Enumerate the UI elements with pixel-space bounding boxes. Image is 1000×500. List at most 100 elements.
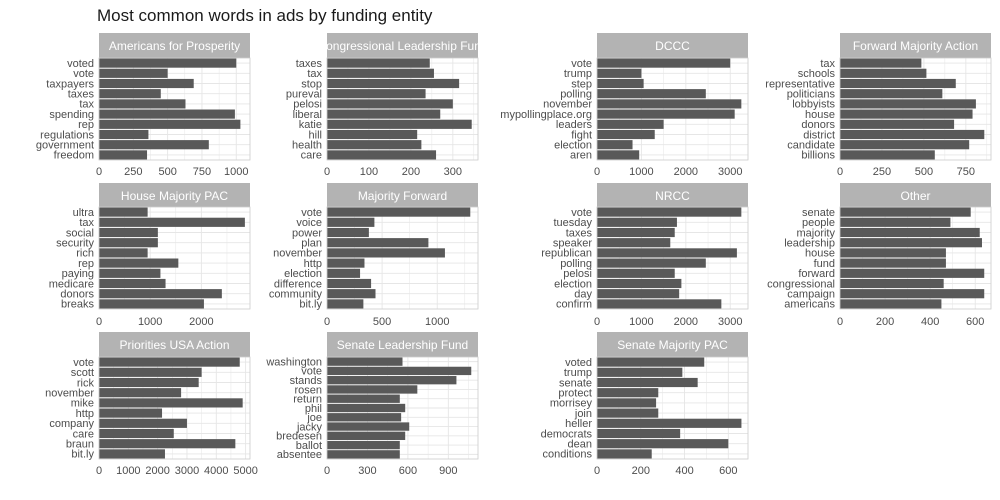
category-label: vote [571, 58, 592, 70]
category-label: lobbyists [792, 99, 835, 111]
category-label: rick [77, 377, 95, 389]
x-tick-label: 0 [324, 316, 330, 328]
x-tick-label: 0 [837, 316, 843, 328]
bar-join [597, 408, 659, 418]
x-tick-label: 1000 [116, 465, 140, 477]
facet-strip [597, 332, 748, 357]
bar-leadership [840, 238, 982, 248]
category-label: regulations [40, 129, 94, 141]
bar-regulations [99, 129, 149, 140]
bar-fight [597, 129, 655, 140]
bar-community [327, 289, 376, 299]
bar-rosen [327, 385, 418, 394]
bar-senate [840, 207, 971, 217]
bar-rep [99, 119, 241, 129]
category-label: rep [78, 258, 94, 270]
x-tick-label: 0 [324, 465, 330, 477]
bar-care [327, 150, 437, 160]
x-tick-label: 0 [594, 316, 600, 328]
category-label: taxes [566, 227, 593, 239]
category-label: paying [62, 268, 94, 280]
category-label: bredesen [276, 431, 322, 443]
facet-strip [327, 183, 478, 208]
bar-security [99, 238, 158, 248]
category-label: vote [73, 357, 94, 369]
category-label: conditions [542, 449, 592, 461]
bar-paying [99, 268, 161, 278]
bar-november [597, 99, 742, 109]
bar-taxes [597, 227, 675, 238]
x-tick-label: 600 [966, 316, 984, 328]
bar-election [597, 278, 682, 289]
bar-americans [840, 299, 942, 309]
x-tick-label: 4000 [204, 465, 228, 477]
category-label: aren [570, 150, 592, 162]
facet-panel-house-majority-pac: House Majority PAC ultrataxsocialsecurity… [49, 183, 251, 328]
category-label: november [543, 99, 592, 111]
bar-november [327, 248, 445, 258]
category-label: stands [290, 375, 323, 387]
category-label: republican [541, 248, 592, 260]
category-label: katie [299, 119, 322, 131]
bar-trump [597, 367, 683, 377]
bar-mypollingplace-org [597, 109, 735, 119]
facet-strip [327, 332, 478, 357]
x-tick-label: 0 [96, 316, 102, 328]
bar-breaks [99, 299, 204, 309]
bar-fund [840, 258, 946, 268]
panel-border [596, 206, 749, 310]
bar-tax [840, 58, 922, 68]
category-label: tuesday [553, 217, 592, 229]
category-label: absentee [277, 449, 322, 461]
category-label: fund [814, 258, 835, 270]
bar-pureval [327, 89, 426, 99]
bar-rich [99, 248, 148, 258]
category-label: scott [71, 367, 94, 379]
bar-taxes [99, 89, 161, 99]
category-label: candidate [787, 140, 835, 152]
category-label: care [73, 428, 94, 440]
bar-tax [327, 68, 434, 78]
chart-title: Most common words in ads by funding enti… [97, 6, 433, 25]
category-label: campaign [787, 289, 835, 301]
category-label: rich [76, 248, 94, 260]
category-label: rosen [294, 384, 322, 396]
bar-majority [840, 227, 980, 238]
category-label: breaks [61, 299, 95, 311]
bar-representative [840, 78, 956, 89]
category-label: mike [71, 398, 94, 410]
category-label: bit.ly [71, 449, 94, 461]
x-tick-label: 1000 [629, 316, 653, 328]
category-label: confirm [556, 299, 592, 311]
category-label: polling [560, 258, 592, 270]
category-label: senate [802, 207, 835, 219]
bar-pelosi [327, 99, 453, 109]
category-label: politicians [787, 89, 836, 101]
category-label: mypollingplace.org [500, 109, 592, 121]
panel-border [839, 206, 992, 310]
bar-house [840, 109, 973, 119]
category-label: jacky [296, 421, 323, 433]
bar-joe [327, 413, 402, 422]
category-label: hill [309, 129, 322, 141]
category-label: people [802, 217, 835, 229]
x-tick-label: 400 [675, 465, 693, 477]
category-label: stop [301, 78, 322, 90]
facet-strip-label: Senate Majority PAC [617, 338, 728, 352]
bar-lobbyists [840, 99, 976, 109]
bar-morrisey [597, 398, 657, 408]
bar-dean [597, 439, 729, 449]
facet-panel-nrcc: NRCC votetuesdaytaxesspeakerrepublicanpol… [541, 183, 749, 328]
bar-campaign [840, 289, 985, 299]
x-tick-label: 300 [444, 166, 462, 178]
bar-braun [99, 439, 236, 449]
category-label: social [66, 227, 94, 239]
category-label: return [293, 394, 322, 406]
bar-phil [327, 403, 406, 413]
bar-congressional [840, 278, 944, 289]
bar-washington [327, 357, 403, 366]
category-label: representative [765, 78, 835, 90]
bar-polling [597, 258, 706, 268]
bar-polling [597, 89, 706, 99]
facet-strip [840, 183, 991, 208]
